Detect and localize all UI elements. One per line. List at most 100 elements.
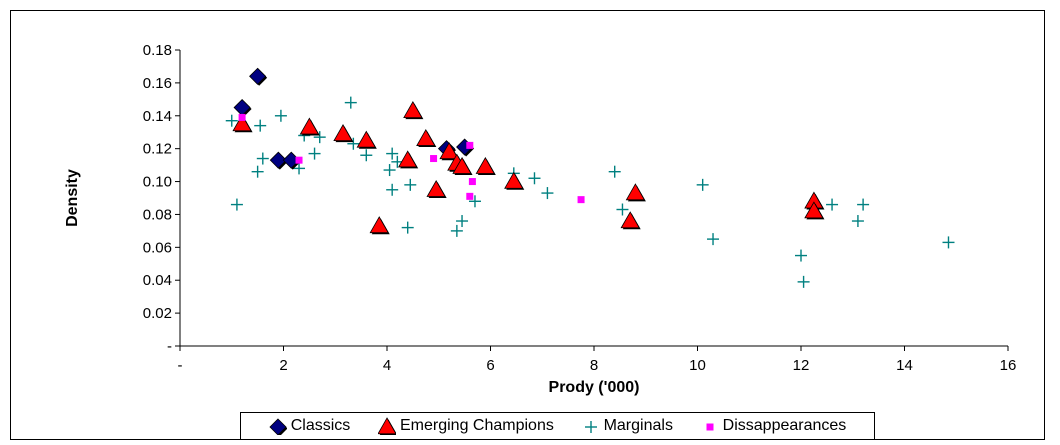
legend-item: Dissappearances: [701, 417, 847, 435]
data-point: [249, 67, 267, 85]
data-point: [797, 275, 810, 288]
legend-swatch: [378, 417, 396, 435]
legend-item: Emerging Champions: [378, 417, 554, 435]
y-tick-label: 0.18: [143, 42, 172, 59]
x-axis-title: Prody ('000): [549, 379, 640, 396]
legend-marker: [378, 417, 396, 435]
data-point: [942, 236, 955, 249]
data-point: [804, 201, 824, 219]
data-point: [251, 165, 264, 178]
legend-label: Classics: [290, 417, 351, 434]
x-tick-label: 6: [486, 357, 494, 374]
x-tick-label: 4: [383, 357, 391, 374]
data-point: [398, 150, 418, 168]
y-axis-title: Density: [64, 169, 81, 227]
x-tick-label: 8: [590, 357, 598, 374]
x-tick-label: 14: [896, 357, 913, 374]
data-point: [857, 198, 870, 211]
data-point: [577, 196, 585, 204]
data-point: [344, 96, 357, 109]
data-point: [254, 119, 267, 132]
data-point: [466, 192, 474, 200]
y-tick-label: 0.10: [143, 174, 172, 191]
y-tick-label: 0.02: [143, 305, 172, 322]
data-point: [608, 165, 621, 178]
series-dissappearances: [238, 113, 585, 204]
data-point: [232, 114, 252, 132]
data-point: [541, 187, 554, 200]
legend-marker: [584, 421, 597, 433]
legend: Classics Emerging Champions Marginals Dissa…: [240, 412, 875, 440]
data-point: [369, 216, 389, 234]
data-point: [528, 172, 541, 185]
scatter-chart: - 0.02 0.04 0.06 0.08 0.10 0.12 0.14 0.16 0.18 - 2 4…: [64, 42, 1017, 396]
data-point: [416, 128, 436, 146]
legend-item: Marginals: [582, 417, 673, 435]
data-point: [269, 151, 287, 169]
axes: [175, 49, 1009, 351]
y-tick-label: 0.16: [143, 75, 172, 92]
data-point: [826, 198, 839, 211]
data-point: [333, 124, 353, 142]
data-point: [466, 141, 474, 149]
y-tick-label: -: [167, 338, 172, 355]
data-point: [426, 179, 446, 197]
series-emerging-champions: [232, 101, 825, 235]
data-point: [386, 183, 399, 196]
legend-label: Marginals: [603, 417, 673, 434]
chart-area: - 0.02 0.04 0.06 0.08 0.10 0.12 0.14 0.16 0.18 - 2 4…: [10, 10, 1045, 440]
data-point: [795, 249, 807, 262]
series-marginals: [225, 96, 955, 288]
data-point: [238, 113, 246, 121]
data-point: [293, 162, 306, 175]
x-tick-label: 2: [279, 357, 287, 374]
data-point: [430, 155, 438, 163]
data-point: [468, 195, 481, 208]
data-point: [404, 178, 417, 191]
data-point: [616, 203, 629, 216]
data-point: [851, 215, 864, 228]
data-point: [256, 152, 269, 165]
data-point: [403, 101, 423, 118]
data-point: [360, 149, 373, 162]
data-point: [313, 131, 326, 144]
x-tick-label: 12: [793, 357, 810, 374]
legend-item: Classics: [269, 417, 351, 435]
data-point: [696, 178, 709, 191]
x-tick-label: 16: [1000, 357, 1017, 374]
data-point: [504, 171, 524, 189]
legend-label: Dissappearances: [722, 417, 847, 434]
data-point: [308, 147, 321, 160]
data-point: [439, 142, 459, 160]
y-tick-label: 0.06: [143, 239, 172, 256]
legend-label: Emerging Champions: [400, 417, 554, 434]
legend-swatch: [706, 423, 714, 431]
y-tick-label: 0.12: [143, 141, 172, 158]
x-tick-label: -: [178, 357, 183, 374]
data-point: [468, 178, 476, 186]
data-point: [707, 233, 720, 246]
data-point: [347, 137, 360, 150]
legend-swatch: [584, 421, 597, 433]
y-tick-label: 0.08: [143, 206, 172, 223]
data-point: [295, 156, 303, 164]
data-point: [225, 114, 238, 127]
y-tick-label: 0.04: [143, 272, 172, 289]
legend-marker: [706, 423, 714, 431]
data-point: [356, 130, 376, 148]
data-point: [230, 198, 243, 211]
data-point: [401, 221, 414, 234]
data-point: [386, 147, 399, 160]
x-tick-label: 10: [689, 357, 706, 374]
data-point: [274, 109, 287, 122]
legend-marker: [269, 418, 287, 435]
data-points: [225, 67, 955, 288]
data-point: [383, 164, 396, 177]
data-point: [452, 156, 472, 174]
tick-labels: - 0.02 0.04 0.06 0.08 0.10 0.12 0.14 0.16 0.18 - 2 4…: [143, 42, 1017, 374]
data-point: [475, 156, 496, 174]
data-point: [456, 215, 469, 228]
data-point: [233, 98, 251, 117]
series-classics: [233, 67, 475, 170]
data-point: [299, 117, 320, 135]
